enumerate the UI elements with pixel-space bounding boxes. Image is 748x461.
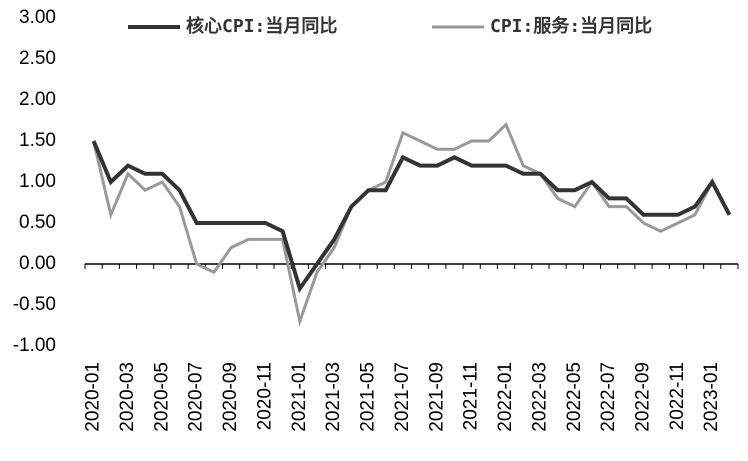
- y-tick-label: -1.00: [13, 335, 56, 356]
- y-tick-label: 1.50: [19, 130, 56, 151]
- x-tick-label: 2022-07: [598, 362, 619, 432]
- series-line: [91, 140, 732, 294]
- y-tick-label: -0.50: [13, 294, 56, 315]
- x-tick-label: 2021-03: [323, 362, 344, 432]
- x-tick-label: 2021-09: [426, 362, 447, 432]
- y-tick-label: 2.00: [19, 89, 56, 110]
- y-tick-label: 1.00: [19, 171, 56, 192]
- x-tick-label: 2021-01: [289, 362, 310, 432]
- y-tick-label: 0.50: [19, 212, 56, 233]
- y-tick-label: 3.00: [19, 7, 56, 28]
- x-tick-label: 2020-09: [220, 362, 241, 432]
- x-tick-label: 2020-07: [186, 362, 207, 432]
- x-tick-label: 2021-11: [461, 362, 482, 430]
- legend-label: 核心CPI:当月同比: [186, 15, 337, 37]
- x-tick-label: 2020-01: [83, 362, 104, 432]
- x-tick-label: 2022-01: [495, 362, 516, 432]
- y-tick-label: 0.00: [19, 253, 56, 274]
- x-tick-label: 2020-05: [151, 362, 172, 432]
- series-line: [92, 122, 731, 327]
- x-tick-label: 2021-07: [392, 362, 413, 432]
- y-tick-label: 2.50: [19, 48, 56, 69]
- x-tick-label: 2023-01: [701, 362, 722, 432]
- legend-label: CPI:服务:当月同比: [490, 15, 652, 37]
- x-tick-label: 2020-03: [117, 362, 138, 432]
- x-tick-label: 2022-05: [564, 362, 585, 432]
- x-tick-label: 2022-03: [529, 362, 550, 432]
- x-tick-label: 2020-11: [254, 362, 275, 430]
- x-tick-label: 2022-09: [633, 362, 654, 432]
- x-tick-label: 2021-05: [358, 362, 379, 432]
- x-tick-label: 2022-11: [667, 362, 688, 430]
